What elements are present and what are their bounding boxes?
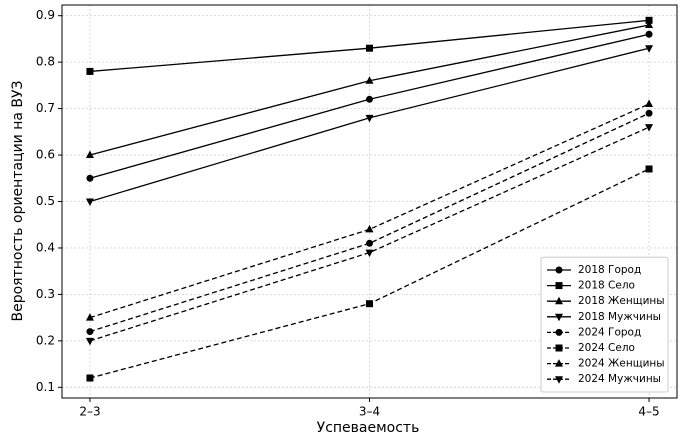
legend-label: 2024 Село — [578, 342, 635, 354]
legend-label: 2024 Женщины — [578, 358, 665, 370]
y-tick-label: 0.1 — [36, 380, 55, 394]
data-point — [645, 16, 653, 24]
data-point — [85, 150, 94, 159]
y-tick-label: 0.5 — [36, 194, 55, 208]
legend-marker — [555, 344, 563, 352]
legend-box — [540, 256, 669, 393]
data-point — [366, 300, 373, 308]
legend-label: 2018 Мужчины — [578, 311, 661, 323]
data-point — [366, 239, 373, 247]
legend-marker — [555, 328, 563, 336]
x-axis-label: Успеваемость — [317, 420, 420, 436]
data-point — [645, 109, 653, 117]
data-point — [645, 20, 654, 28]
legend-marker — [555, 359, 563, 367]
data-point — [645, 124, 654, 132]
series-line — [89, 103, 650, 319]
legend-label: 2024 Мужчины — [578, 373, 661, 385]
legend-marker — [555, 282, 563, 290]
data-point — [86, 174, 94, 182]
legend-marker — [555, 313, 563, 322]
data-point — [366, 44, 373, 52]
data-point — [645, 165, 653, 173]
x-tick-label: 3–4 — [359, 405, 380, 419]
y-tick-label: 0.4 — [36, 240, 55, 254]
legend: 2018 Город 2018 Село 2018 Женщины 2018 Мужч… — [540, 256, 669, 393]
data-point — [86, 328, 94, 336]
legend-marker — [555, 376, 563, 384]
y-tick-label: 0.8 — [36, 55, 55, 69]
series-line — [89, 126, 650, 342]
y-tick-label: 0.7 — [36, 101, 55, 115]
data-point — [365, 76, 374, 84]
y-tick-label: 0.3 — [36, 287, 55, 301]
data-point — [645, 45, 654, 53]
series-line — [89, 112, 650, 333]
data-point — [365, 249, 374, 258]
data-point — [645, 99, 654, 107]
data-point — [645, 30, 653, 38]
legend-label: 2018 Город — [578, 264, 641, 276]
legend-marker — [555, 266, 563, 274]
data-point — [85, 337, 94, 346]
y-axis-label: Вероятность ориентации на ВУЗ — [10, 80, 26, 321]
x-tick-label: 2–3 — [79, 405, 100, 419]
data-point — [85, 313, 94, 321]
data-point — [366, 95, 373, 103]
data-point — [365, 224, 374, 233]
data-point — [86, 67, 94, 75]
x-tick-label: 4–5 — [638, 405, 659, 419]
legend-label: 2018 Село — [578, 280, 635, 292]
y-tick-label: 0.6 — [36, 148, 55, 162]
data-point — [85, 198, 94, 206]
data-point — [365, 114, 374, 123]
plot-frame — [61, 4, 678, 399]
legend-label: 2024 Город — [578, 326, 641, 338]
legend-label: 2018 Женщины — [578, 295, 665, 307]
data-point — [86, 374, 94, 382]
y-tick-label: 0.2 — [36, 333, 55, 347]
y-tick-label: 0.9 — [36, 8, 55, 22]
legend-marker — [555, 296, 563, 305]
